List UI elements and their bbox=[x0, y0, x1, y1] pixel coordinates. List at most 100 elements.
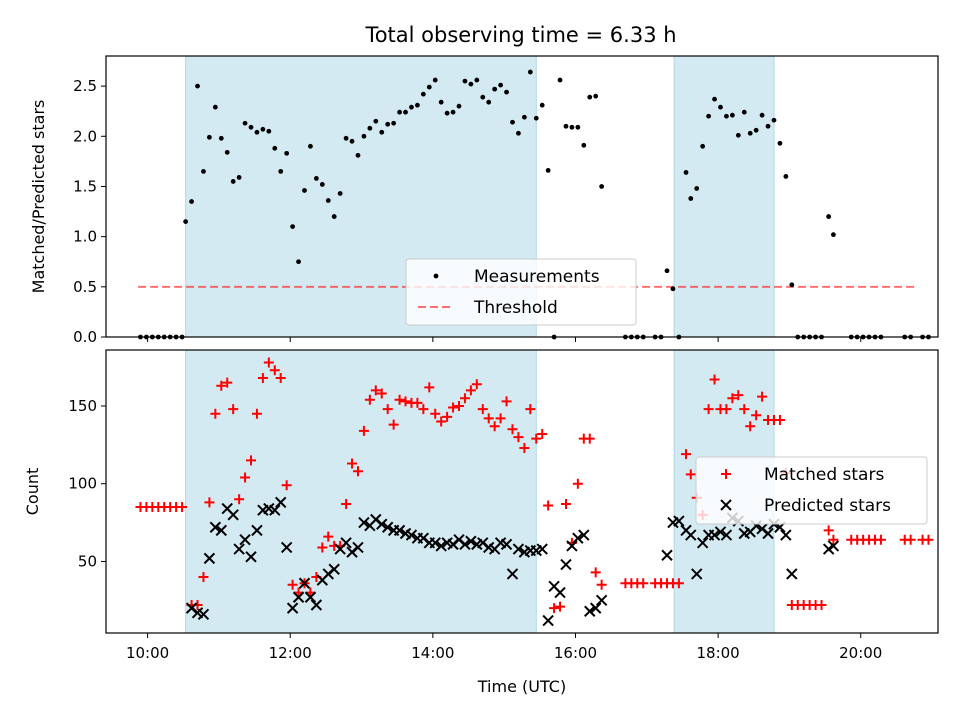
matched-star-point bbox=[703, 404, 714, 415]
predicted-star-point bbox=[673, 515, 685, 527]
x-tick-label: 16:00 bbox=[554, 644, 597, 662]
predicted-star-point bbox=[506, 568, 519, 580]
predicted-star-point bbox=[275, 496, 287, 509]
predicted-star-point bbox=[405, 529, 418, 541]
measurement-point bbox=[242, 120, 248, 126]
measurement-point bbox=[575, 124, 581, 130]
predicted-star-point bbox=[661, 549, 673, 561]
predicted-star-point bbox=[542, 614, 554, 627]
measurement-point bbox=[409, 104, 414, 110]
matched-star-point bbox=[905, 534, 916, 545]
measurement-point bbox=[183, 219, 189, 224]
matched-star-point bbox=[513, 432, 524, 443]
matched-star-point bbox=[448, 402, 459, 413]
measurement-point bbox=[724, 113, 729, 119]
measurement-point bbox=[670, 286, 676, 292]
matched-star-point bbox=[257, 372, 268, 383]
matched-star-point bbox=[745, 421, 756, 432]
measurement-point bbox=[349, 138, 355, 144]
predicted-star-point bbox=[685, 529, 697, 541]
predicted-star-point bbox=[572, 532, 584, 544]
measurement-point bbox=[367, 125, 373, 131]
matched-star-point bbox=[436, 416, 447, 427]
matched-star-point bbox=[246, 455, 257, 466]
predicted-star-point bbox=[714, 526, 727, 538]
matched-star-point bbox=[757, 391, 768, 402]
series-measurements bbox=[138, 69, 931, 340]
measurement-point bbox=[325, 198, 331, 203]
measurement-point bbox=[438, 99, 444, 105]
measurement-point bbox=[218, 135, 224, 141]
measurement-point bbox=[516, 130, 521, 136]
measurement-point bbox=[753, 127, 759, 133]
predicted-star-point bbox=[827, 540, 840, 552]
measurement-point bbox=[706, 113, 712, 119]
measurement-point bbox=[230, 179, 236, 184]
measurement-point bbox=[533, 115, 539, 121]
matched-star-point bbox=[923, 534, 934, 545]
matched-star-point bbox=[222, 377, 233, 388]
predicted-star-point bbox=[554, 586, 566, 599]
predicted-star-point bbox=[280, 541, 293, 554]
matched-star-point bbox=[489, 421, 500, 432]
matched-star-point bbox=[507, 424, 518, 435]
matched-star-point bbox=[287, 579, 298, 590]
predicted-star-point bbox=[708, 529, 721, 541]
measurement-point bbox=[747, 130, 753, 136]
measurement-point bbox=[510, 119, 515, 125]
predicted-star-point bbox=[536, 543, 548, 555]
shaded-interval bbox=[673, 55, 775, 338]
measurement-point bbox=[765, 123, 771, 129]
measurement-point bbox=[498, 82, 504, 88]
predicted-star-point bbox=[762, 527, 774, 540]
axes-frame bbox=[105, 349, 939, 634]
predicted-star-point bbox=[233, 543, 245, 555]
y-axis-label: Count bbox=[23, 468, 42, 516]
measurement-point bbox=[397, 109, 402, 115]
measurement-point bbox=[373, 118, 379, 124]
measurement-point bbox=[236, 175, 242, 180]
measurement-point bbox=[492, 86, 498, 92]
matched-star-point bbox=[471, 379, 482, 390]
matched-star-point bbox=[251, 408, 262, 419]
matched-star-point bbox=[400, 396, 411, 407]
measurement-point bbox=[527, 69, 533, 75]
matched-star-point bbox=[364, 394, 375, 405]
measurement-point bbox=[718, 104, 723, 110]
predicted-star-point bbox=[465, 535, 477, 547]
predicted-star-point bbox=[298, 577, 311, 589]
matched-star-point bbox=[685, 469, 696, 480]
measurement-point bbox=[266, 128, 272, 134]
matched-star-point bbox=[177, 502, 188, 513]
x-tick-label: 18:00 bbox=[696, 644, 739, 662]
matched-star-point bbox=[228, 404, 239, 415]
predicted-star-point bbox=[780, 529, 792, 541]
matched-star-point bbox=[352, 466, 363, 477]
measurement-point bbox=[593, 93, 599, 99]
predicted-star-point bbox=[578, 529, 590, 541]
matched-star-point bbox=[733, 390, 744, 401]
matched-star-point bbox=[537, 428, 548, 439]
measurement-point bbox=[201, 169, 206, 174]
predicted-star-point bbox=[227, 509, 239, 521]
legend-label: Predicted stars bbox=[764, 496, 891, 516]
matched-star-point bbox=[549, 603, 560, 614]
matched-star-point bbox=[376, 388, 387, 399]
y-tick-label: 150 bbox=[68, 397, 97, 415]
y-tick-label: 0.5 bbox=[73, 278, 97, 296]
measurement-point bbox=[486, 99, 492, 105]
measurement-point bbox=[688, 196, 694, 201]
predicted-star-point bbox=[328, 563, 340, 575]
matched-star-point bbox=[555, 601, 566, 612]
legend-box bbox=[695, 456, 928, 525]
matched-star-point bbox=[347, 458, 358, 469]
measurement-point bbox=[694, 186, 700, 191]
measurement-point bbox=[783, 174, 789, 179]
matched-star-point bbox=[543, 500, 554, 511]
y-tick-label: 1.5 bbox=[73, 177, 97, 195]
x-tick-label: 10:00 bbox=[126, 644, 169, 662]
predicted-star-point bbox=[584, 605, 596, 617]
measurement-point bbox=[379, 129, 385, 135]
predicted-star-point bbox=[560, 558, 572, 571]
shaded-interval bbox=[185, 349, 537, 634]
